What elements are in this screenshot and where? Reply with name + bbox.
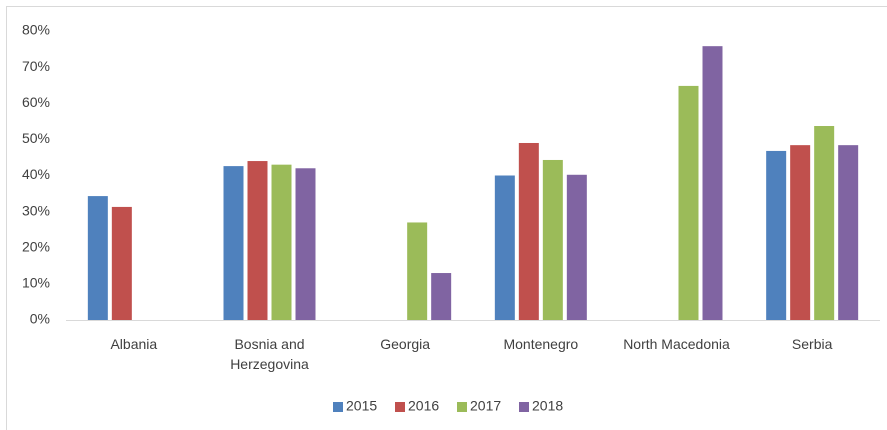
bar xyxy=(566,174,587,320)
y-tick-label: 30% xyxy=(22,202,50,218)
bar xyxy=(87,196,108,320)
x-tick-label: Georgia xyxy=(380,336,431,352)
legend-swatch xyxy=(333,402,343,412)
bar xyxy=(223,166,244,320)
x-tick-label: Bosnia and Herzegovina xyxy=(230,336,309,372)
legend-label: 2016 xyxy=(408,398,439,414)
bar xyxy=(518,142,539,320)
legend-label: 2015 xyxy=(346,398,377,414)
y-tick-label: 20% xyxy=(22,238,50,254)
bar xyxy=(814,126,835,320)
bar xyxy=(431,273,452,320)
x-tick-label: Albania xyxy=(110,336,158,352)
x-tick-label: North Macedonia xyxy=(623,336,730,352)
bar xyxy=(766,150,787,320)
bar xyxy=(838,145,859,320)
y-tick-label: 10% xyxy=(22,275,50,291)
y-tick-label: 40% xyxy=(22,166,50,182)
y-tick-label: 50% xyxy=(22,130,50,146)
bar xyxy=(790,145,811,320)
bar xyxy=(295,168,316,320)
y-tick-label: 70% xyxy=(22,58,50,74)
bar xyxy=(407,222,428,320)
bar xyxy=(271,164,292,320)
legend-label: 2017 xyxy=(470,398,501,414)
x-tick-label: Serbia xyxy=(791,336,833,352)
y-tick-label: 60% xyxy=(22,94,50,110)
legend-swatch xyxy=(519,402,529,412)
bar xyxy=(542,159,563,320)
bar xyxy=(247,161,268,320)
bar xyxy=(494,175,515,320)
y-tick-label: 80% xyxy=(22,22,50,38)
chart-border xyxy=(6,6,887,430)
y-tick-label: 0% xyxy=(30,311,50,327)
bar xyxy=(702,46,723,321)
x-tick-label: Montenegro xyxy=(503,336,579,352)
legend-label: 2018 xyxy=(532,398,563,414)
legend-swatch xyxy=(457,402,467,412)
legend-swatch xyxy=(395,402,405,412)
bar xyxy=(678,85,699,320)
bar xyxy=(111,206,132,320)
